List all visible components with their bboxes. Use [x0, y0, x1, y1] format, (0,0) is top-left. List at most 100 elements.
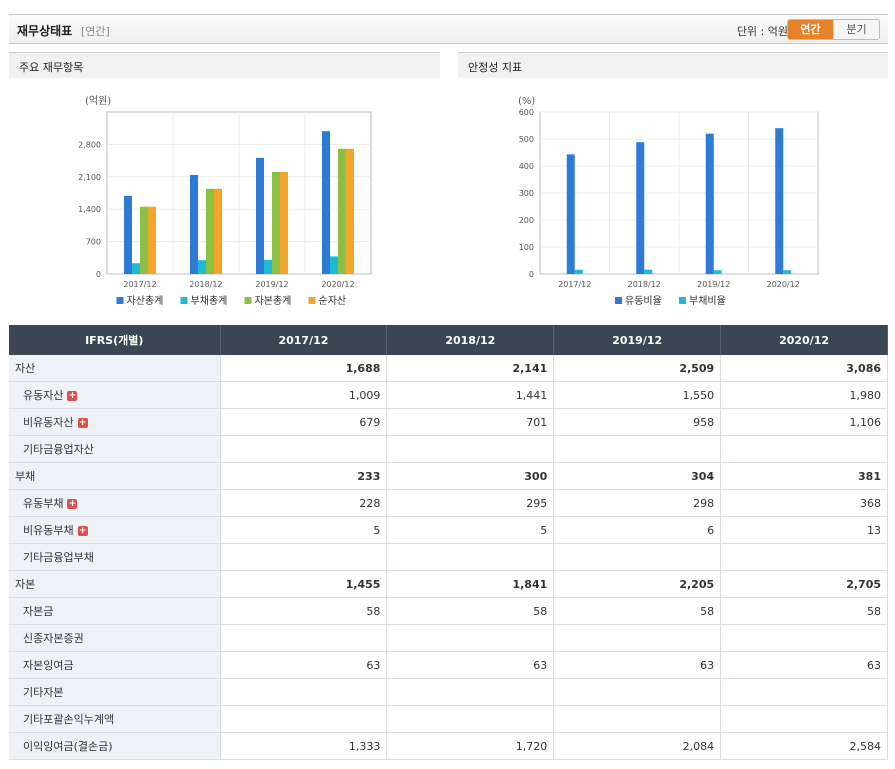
table-cell: [553, 543, 722, 571]
table-row: 기타자본: [9, 678, 888, 706]
row-label: 자본: [9, 570, 221, 598]
y-tick-label: 200: [519, 216, 534, 225]
expand-plus-icon[interactable]: +: [77, 526, 88, 536]
x-tick-label: 2017/12: [123, 280, 156, 289]
expand-plus-icon[interactable]: +: [67, 499, 78, 509]
unit-label: 단위 : 억원: [736, 25, 788, 38]
row-label-text: 비유동자산: [23, 416, 74, 429]
stability-chart: (%) 0 100 200 300 400 500 600 2017/12 2018/12 2019…: [518, 96, 819, 307]
table-cell: 58: [720, 597, 888, 625]
table-cell: [720, 624, 888, 652]
y-tick-label: 0: [529, 270, 534, 279]
bar: [264, 259, 272, 274]
table-cell: [386, 678, 555, 706]
table-cell: 1,009: [220, 381, 388, 409]
main-items-chart: (억원) 0 700 1,400 2,100 2,800 2017/12 2018/12 201…: [78, 95, 372, 307]
bar: [206, 188, 214, 274]
row-label-text: 신종자본증권: [23, 632, 84, 645]
table-cell: 1,333: [220, 732, 388, 760]
bar: [346, 148, 354, 274]
row-label: 기타금융업부채: [9, 543, 221, 571]
table-cell: 368: [720, 489, 888, 517]
table-cell: 1,720: [386, 732, 555, 760]
table-cell: [720, 705, 888, 733]
balance-sheet-table: IFRS(개별) 2017/12 2018/12 2019/12 2020/12 자산 1…: [9, 325, 888, 760]
x-tick-label: 2019/12: [255, 280, 288, 289]
annual-button[interactable]: 연간: [788, 20, 833, 39]
expand-plus-icon[interactable]: +: [67, 391, 78, 401]
table-cell: 63: [720, 651, 888, 679]
legend-label: 부채총계: [191, 295, 228, 307]
bar: [705, 133, 714, 274]
bar: [644, 269, 653, 274]
table-cell: 63: [553, 651, 722, 679]
table-row: 비유동자산 +679 701 958 1,106: [9, 408, 888, 436]
legend-swatch: [180, 297, 188, 304]
table-cell: [386, 435, 555, 463]
table-cell: 1,106: [720, 408, 888, 436]
legend-swatch: [679, 297, 686, 304]
x-tick-label: 2018/12: [628, 280, 661, 289]
row-label-text: 자본: [15, 578, 36, 591]
table-row: 기타금융업자산: [9, 435, 888, 463]
bar: [783, 270, 792, 274]
table-cell: 2,141: [386, 355, 555, 382]
y-tick-label: 2,800: [78, 140, 101, 149]
table-cell: 58: [220, 597, 388, 625]
panel-header: 안정성 지표: [458, 52, 888, 78]
row-label-text: 비유동부채: [23, 524, 74, 537]
table-cell: 701: [386, 408, 555, 436]
table-cell: [720, 543, 888, 571]
x-tick-label: 2019/12: [697, 280, 730, 289]
row-label-text: 기타자본: [23, 686, 64, 699]
table-row: 부채 233 300 304 381: [9, 462, 888, 490]
bar: [198, 260, 206, 274]
table-cell: 298: [553, 489, 722, 517]
y-axis-label: (억원): [85, 95, 111, 107]
table-cell: 63: [386, 651, 555, 679]
table-cell: 1,688: [220, 355, 388, 382]
row-label-text: 유동자산: [23, 389, 64, 402]
row-label: 기타포괄손익누계액: [9, 705, 221, 733]
row-label-text: 부채: [15, 470, 36, 483]
x-tick-label: 2017/12: [558, 280, 591, 289]
legend-swatch: [116, 297, 124, 304]
legend-swatch: [244, 297, 252, 304]
table-cell: 2,509: [553, 355, 722, 382]
table-row: 유동부채 +228 295 298 368: [9, 489, 888, 517]
period-label: [연간]: [81, 25, 110, 38]
expand-plus-icon[interactable]: +: [77, 418, 88, 428]
table-cell: [720, 435, 888, 463]
bar: [713, 270, 722, 274]
y-tick-label: 1,400: [78, 205, 101, 214]
table-cell: 13: [720, 516, 888, 544]
y-tick-label: 2,100: [78, 173, 101, 182]
table-row: 신종자본증권: [9, 624, 888, 652]
bar: [256, 157, 264, 274]
legend-label: 유동비율: [625, 295, 662, 307]
legend-swatch: [615, 297, 622, 304]
table-cell: 381: [720, 462, 888, 490]
table-row: 기타금융업부채: [9, 543, 888, 571]
y-tick-label: 700: [86, 238, 101, 247]
row-label: 비유동부채 +: [9, 516, 221, 544]
stability-panel: 안정성 지표 (%) 0 100 200 300 400 500 600 2017/12 2018…: [458, 52, 888, 324]
x-tick-label: 2018/12: [189, 280, 222, 289]
header-period: 2020/12: [720, 325, 888, 355]
bar: [322, 131, 330, 274]
bar: [132, 263, 140, 274]
quarter-button[interactable]: 분기: [833, 20, 879, 39]
row-label-text: 기타포괄손익누계액: [23, 713, 115, 726]
row-label: 기타금융업자산: [9, 435, 221, 463]
y-tick-label: 400: [519, 162, 534, 171]
table-cell: [553, 624, 722, 652]
table-cell: [220, 624, 388, 652]
row-label: 자산: [9, 355, 221, 382]
table-cell: [553, 678, 722, 706]
panel-header: 주요 재무항목: [9, 52, 440, 78]
legend-label: 자산총계: [127, 295, 164, 307]
y-tick-label: 100: [519, 243, 534, 252]
y-tick-label: 300: [519, 189, 534, 198]
row-label-text: 유동부채: [23, 497, 64, 510]
legend-swatch: [308, 297, 316, 304]
